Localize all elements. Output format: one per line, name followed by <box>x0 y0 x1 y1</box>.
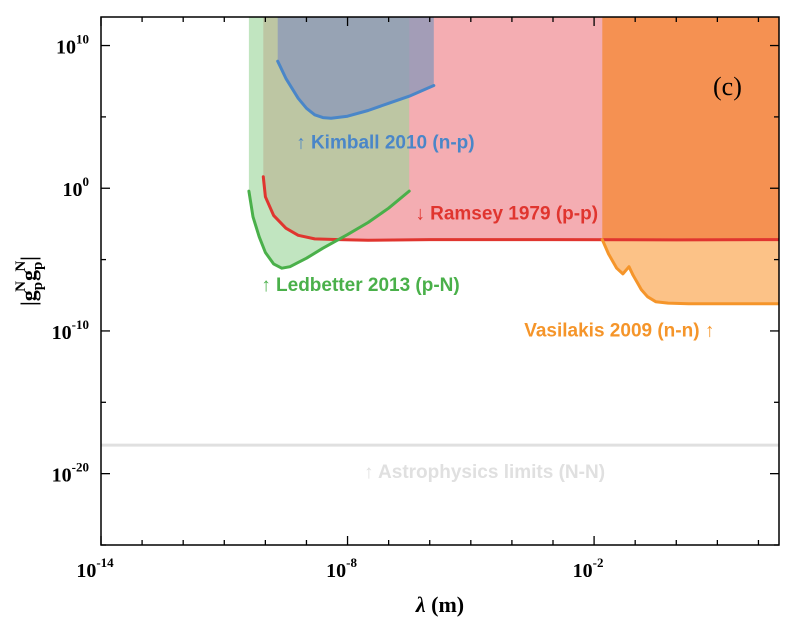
x-tick-label: 10-14 <box>76 555 114 582</box>
x-axis-symbol: λ <box>415 592 426 617</box>
panel-label: (c) <box>713 72 742 101</box>
series-labels: ↓ Ramsey 1979 (p-p) ↑ Kimball 2010 (n-p) ↑… <box>261 132 714 483</box>
x-tick-label: 10-8 <box>326 555 357 582</box>
x-axis-unit: (m) <box>431 592 464 617</box>
label-ledbetter-2013-p-n: ↑ Ledbetter 2013 (p-N) <box>261 275 459 296</box>
y-tick-label: 10-10 <box>52 317 89 344</box>
y-tick-label: 1010 <box>56 32 89 59</box>
y-tick-label: 100 <box>63 174 90 201</box>
curve-vasilakis-2009-n-n <box>600 238 779 306</box>
region-edge-vasilakis-2009-n-n <box>602 239 779 304</box>
y-axis-title: |gpNgpN| <box>13 256 46 306</box>
label-ramsey-1979-p-p: ↓ Ramsey 1979 (p-p) <box>415 204 598 225</box>
region-vasilakis-2009-n-n <box>602 17 779 304</box>
x-axis-title: λ (m) <box>415 592 464 617</box>
constraint-curves <box>101 59 779 447</box>
plot-frame <box>100 16 780 546</box>
x-tick-label: 10-2 <box>573 555 604 582</box>
label-kimball-2010-n-p: ↑ Kimball 2010 (n-p) <box>296 132 474 153</box>
exclusion-regions <box>248 17 779 304</box>
region-kimball-2010-n-p <box>277 17 434 119</box>
axis-ticks: 10-14 10-8 10-2 10-20 10-10 100 1010 <box>52 17 779 582</box>
label-vasilakis-2009-n-n: Vasilakis 2009 (n-n) ↑ <box>524 321 714 342</box>
y-tick-label: 10-20 <box>52 460 89 487</box>
label-astrophysics-limits-n-n: ↑ Astrophysics limits (N-N) <box>364 462 605 483</box>
curve-ledbetter-2013-p-n <box>247 189 411 270</box>
curve-kimball-2010-n-p <box>276 59 436 120</box>
curve-ramsey-1979-p-p <box>261 175 779 242</box>
